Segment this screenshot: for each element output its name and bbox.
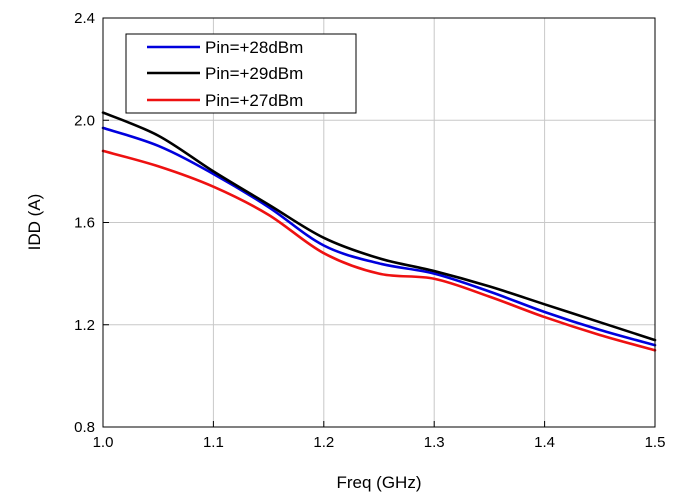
y-tick-label: 0.8 <box>74 419 95 436</box>
y-tick-label: 1.2 <box>74 317 95 334</box>
series-line-2 <box>101 111 657 342</box>
legend: Pin=+28dBm Pin=+29dBm Pin=+27dBm <box>125 33 357 114</box>
legend-label-3: Pin=+27dBm <box>205 91 303 110</box>
y-tick-label: 1.6 <box>74 215 95 232</box>
x-tick-label: 1.4 <box>534 434 555 451</box>
series-line-3 <box>101 149 657 352</box>
legend-label-2: Pin=+29dBm <box>205 64 303 83</box>
ticks: 1.0 1.1 1.2 1.3 1.4 1.5 0.8 1.2 1.6 2.0 2.4 <box>74 10 665 451</box>
x-tick-label: 1.3 <box>424 434 445 451</box>
x-tick-label: 1.0 <box>93 434 114 451</box>
series-line-1 <box>101 126 657 347</box>
y-axis-label: IDD (A) <box>25 194 44 251</box>
x-tick-label: 1.2 <box>313 434 334 451</box>
x-axis-label: Freq (GHz) <box>337 473 422 492</box>
x-tick-label: 1.5 <box>645 434 666 451</box>
y-tick-label: 2.0 <box>74 112 95 129</box>
x-tick-label: 1.1 <box>203 434 224 451</box>
legend-label-1: Pin=+28dBm <box>205 38 303 57</box>
series-layer <box>101 111 657 352</box>
y-tick-label: 2.4 <box>74 10 95 27</box>
